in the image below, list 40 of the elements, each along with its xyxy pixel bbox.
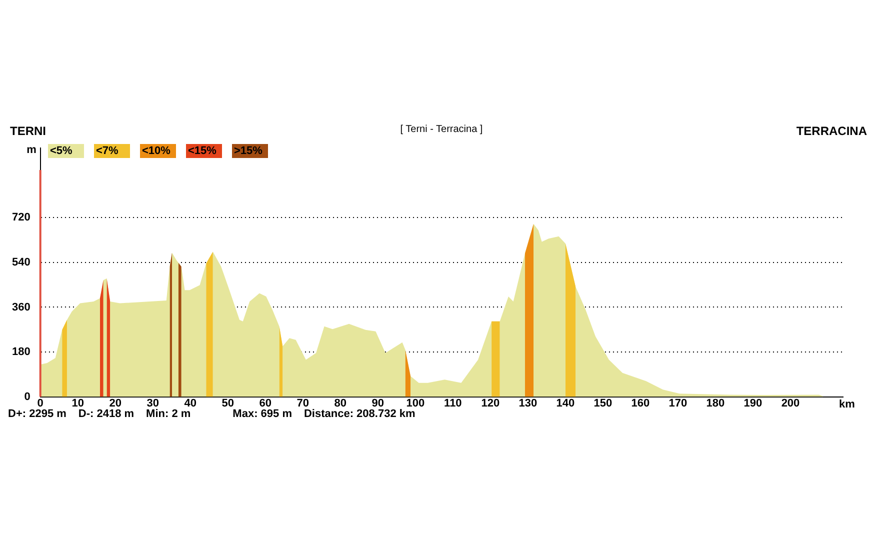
x-tick-label: 110 (444, 397, 462, 410)
y-tick-label: 360 (12, 301, 30, 314)
text: Min: 2 m (146, 408, 191, 420)
x-tick-label: 100 (406, 397, 425, 410)
text: <7% (94, 144, 130, 158)
text: D-: 2418 m (78, 408, 134, 420)
text: Distance: 208.732 km (304, 408, 416, 420)
x-tick-label: 120 (481, 397, 500, 410)
text: <10% (140, 144, 176, 158)
y-tick-label: 180 (12, 346, 30, 358)
x-tick-label: 40 (184, 397, 197, 410)
x-tick-label: 0 (37, 397, 44, 410)
text: <5% (48, 144, 84, 158)
chart-title: [ Terni - Terracina ] (400, 124, 483, 135)
x-tick-label: 10 (72, 397, 84, 410)
text: D+: 2295 m (8, 408, 66, 420)
x-tick-label: 80 (334, 397, 347, 410)
x-axis-title: km (839, 398, 856, 410)
x-tick-label: 20 (109, 397, 122, 410)
y-tick-label: 720 (12, 212, 30, 224)
x-tick-label: 150 (594, 397, 612, 410)
x-tick-label: 200 (781, 397, 800, 410)
text: Max: 695 m (232, 408, 292, 420)
x-tick-label: 130 (518, 397, 538, 410)
x-tick-label: 160 (631, 397, 650, 410)
x-tick-label: 90 (372, 397, 384, 410)
text: TERRACINA (796, 124, 867, 138)
x-tick-label: 30 (146, 397, 159, 410)
x-tick-label: 70 (296, 397, 310, 410)
x-tick-label: 180 (706, 397, 725, 410)
text: <15% (186, 144, 222, 158)
y-tick-label: 540 (12, 256, 30, 268)
y-axis-title: m (26, 144, 37, 156)
x-tick-label: 50 (222, 397, 234, 410)
text: TERNI (10, 124, 46, 138)
text: >15% (232, 144, 268, 158)
x-tick-label: 190 (744, 397, 762, 410)
x-tick-label: 140 (556, 397, 575, 410)
x-tick-label: 60 (259, 397, 272, 410)
x-tick-label: 170 (668, 397, 688, 410)
